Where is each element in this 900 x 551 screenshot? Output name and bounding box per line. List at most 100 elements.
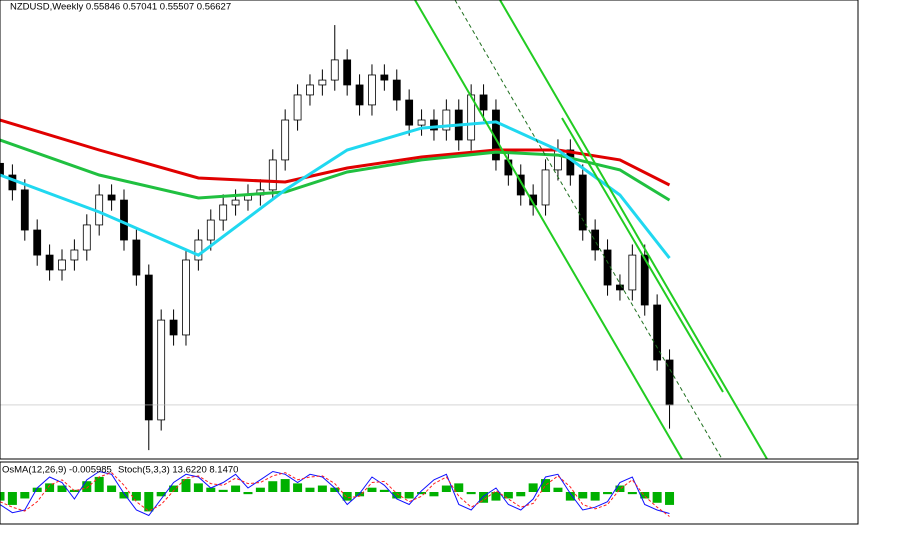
osma-bar — [268, 481, 278, 492]
osma-bar — [429, 491, 439, 497]
osma-bar — [640, 491, 650, 499]
candle-body — [182, 259, 190, 336]
osma-bar — [541, 479, 551, 492]
stoch-line — [0, 472, 670, 517]
moving-average — [0, 118, 671, 187]
osma-bar — [565, 491, 575, 501]
osma-bar — [7, 491, 17, 505]
osma-bar — [280, 479, 290, 492]
candle-body — [45, 254, 54, 271]
candle-body — [380, 74, 389, 81]
osma-bar — [367, 487, 377, 492]
osma-bar — [82, 481, 92, 492]
candle-body — [392, 79, 401, 101]
osma-bar — [491, 491, 501, 501]
osma-bar — [553, 487, 563, 492]
candle-body — [653, 304, 662, 361]
osma-bar — [94, 476, 104, 492]
candle-body — [578, 174, 587, 231]
candle-body — [157, 319, 166, 421]
osma-bar — [379, 489, 389, 492]
candle-body — [219, 204, 228, 221]
osma-bar — [181, 479, 191, 492]
osma-bar — [454, 483, 464, 492]
candle-body — [442, 109, 451, 131]
candle-body — [603, 249, 612, 286]
osma-bar — [32, 487, 42, 492]
candle-body — [479, 94, 488, 111]
osma-bar — [119, 491, 129, 499]
candle-body — [330, 59, 339, 81]
osma-bar — [590, 491, 600, 501]
candle-body — [368, 74, 376, 106]
osma-bar — [466, 491, 476, 495]
marks — [0, 25, 858, 517]
candle-body — [516, 174, 525, 196]
osma-bar — [255, 487, 265, 492]
candle-body — [628, 254, 637, 291]
candle-body — [665, 359, 674, 406]
osma-bar — [652, 491, 662, 503]
candle-body — [405, 99, 414, 126]
osma-bar — [45, 483, 55, 492]
osma-bar — [0, 491, 5, 501]
candle-body — [591, 229, 600, 251]
candle-body — [169, 319, 178, 336]
candle-body — [194, 239, 203, 261]
candle-body — [293, 94, 302, 121]
osma-bar — [243, 491, 253, 495]
candle-body — [343, 59, 352, 86]
candle-body — [318, 79, 327, 86]
candle-body — [281, 119, 290, 161]
candle-body — [206, 219, 215, 241]
candle-body — [640, 254, 649, 306]
osma-bar — [603, 491, 613, 495]
candle-body — [107, 194, 116, 201]
stoch-line — [0, 470, 670, 517]
osma-bar — [578, 491, 588, 499]
osma-bar — [144, 491, 154, 512]
candle-body — [0, 162, 4, 176]
chart-title: NZDUSD,Weekly 0.55846 0.57041 0.55507 0.… — [10, 2, 231, 13]
candle-body — [616, 284, 624, 291]
candle-body — [20, 189, 29, 231]
osma-bar — [441, 485, 451, 492]
osma-bar — [404, 491, 414, 499]
osma-bar — [392, 491, 402, 499]
osma-label: OsMA(12,26,9) -0.005985 — [2, 465, 112, 476]
osma-bar — [293, 483, 303, 492]
channel-midline — [454, 0, 723, 460]
candle-body — [82, 224, 91, 251]
osma-bar — [516, 491, 526, 497]
osma-bar — [218, 489, 228, 492]
osma-bar — [317, 485, 327, 492]
osma-bar — [528, 483, 538, 492]
channel-line — [561, 117, 724, 393]
candle-body — [355, 84, 364, 106]
osma-bar — [206, 487, 216, 492]
stoch-label: Stoch(5,3,3) 13.6220 8.1470 — [118, 465, 238, 476]
candle-body — [33, 229, 42, 256]
candle-body — [430, 119, 438, 131]
channel-line — [499, 0, 768, 460]
candle-body — [417, 119, 426, 126]
candle-body — [120, 199, 128, 241]
candle-body — [70, 249, 79, 261]
osma-bar — [503, 491, 513, 499]
osma-bar — [193, 483, 203, 492]
osma-bar — [20, 491, 30, 499]
osma-bar — [156, 491, 166, 497]
price-panel-border — [0, 0, 859, 460]
candle-body — [306, 84, 314, 96]
osma-bar — [107, 485, 117, 492]
osma-bar — [57, 485, 67, 492]
candle-body — [58, 259, 66, 271]
osma-bar — [169, 485, 179, 492]
osma-bar — [305, 487, 315, 492]
osma-bar — [417, 491, 427, 495]
candle-body — [268, 159, 277, 191]
osma-bar — [342, 491, 352, 501]
